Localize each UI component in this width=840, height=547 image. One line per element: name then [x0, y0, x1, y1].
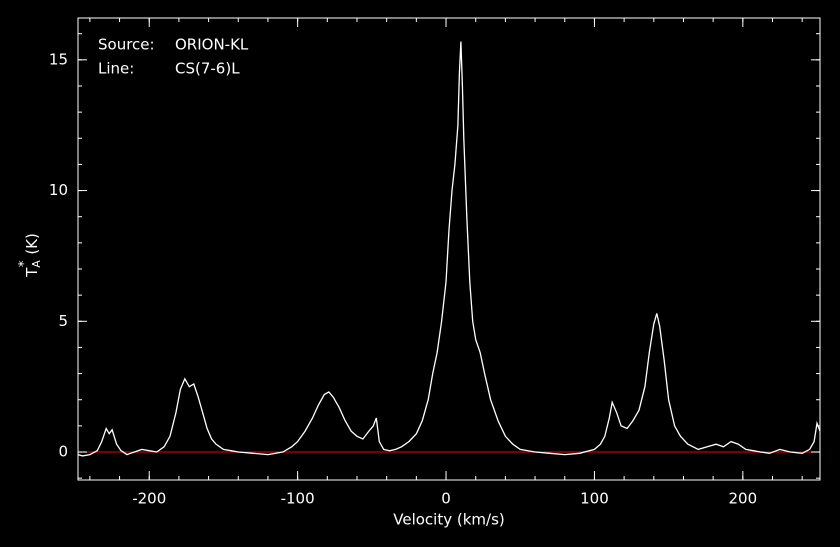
- x-tick-label: -200: [132, 490, 166, 508]
- x-tick-label: -100: [281, 490, 315, 508]
- x-tick-label: 0: [441, 490, 451, 508]
- spectrum-line: [77, 41, 821, 457]
- y-label-sup: *: [17, 260, 32, 267]
- y-axis-label: TA* (K): [17, 233, 44, 278]
- x-tick-label: 200: [729, 490, 758, 508]
- annotation: Source:: [98, 36, 155, 54]
- y-tick-label: 0: [58, 443, 68, 461]
- y-tick-label: 5: [58, 312, 68, 330]
- x-axis-label: Velocity (km/s): [393, 511, 504, 529]
- annotation: CS(7-6)L: [175, 60, 240, 78]
- annotation: ORION-KL: [175, 36, 249, 54]
- y-label-main: T: [23, 267, 41, 278]
- y-label-sub: A: [30, 260, 43, 268]
- y-label-unit: (K): [23, 233, 41, 255]
- annotation: Line:: [98, 60, 134, 78]
- y-tick-label: 10: [49, 181, 68, 199]
- plot-frame: [77, 17, 821, 481]
- x-tick-label: 100: [580, 490, 609, 508]
- y-tick-label: 15: [49, 50, 68, 68]
